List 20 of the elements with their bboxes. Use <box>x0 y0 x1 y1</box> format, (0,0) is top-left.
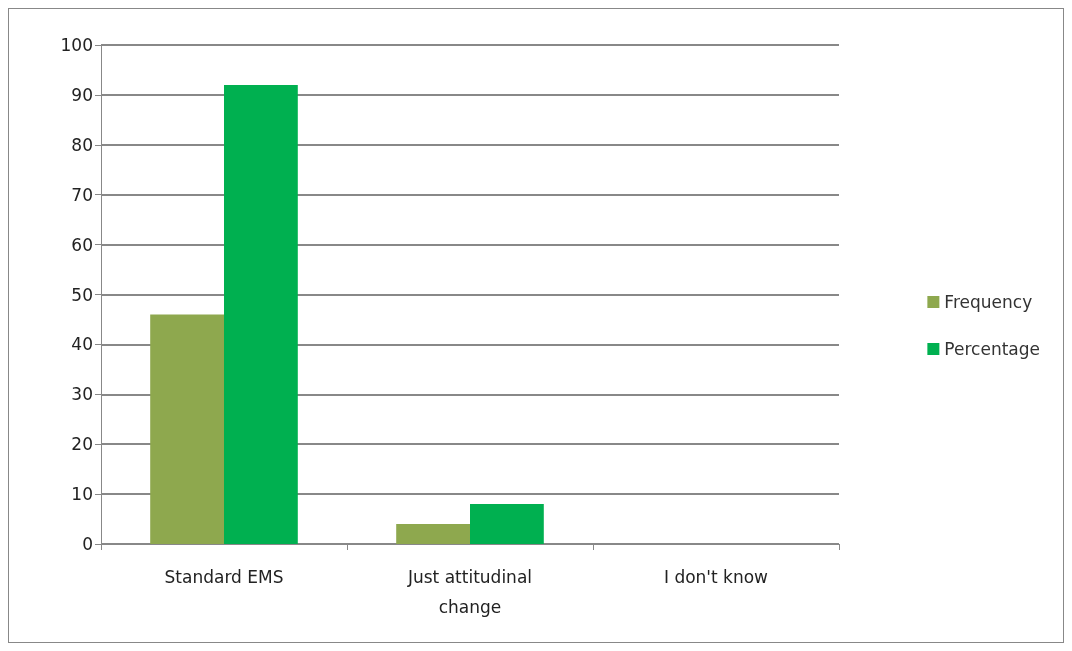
y-tick-label: 0 <box>82 534 93 554</box>
y-tick-label: 10 <box>71 484 93 505</box>
y-tick-label: 80 <box>71 134 93 155</box>
legend-label: Frequency <box>944 292 1033 312</box>
bar <box>396 524 470 544</box>
y-tick-label: 60 <box>71 234 93 255</box>
y-tick-label: 100 <box>60 35 93 55</box>
x-tick-label: I don't know <box>663 567 769 587</box>
y-tick-label: 90 <box>71 84 93 105</box>
bar <box>470 504 544 544</box>
y-tick-label: 70 <box>71 184 93 205</box>
bar <box>150 314 224 544</box>
y-tick-label: 20 <box>71 434 93 455</box>
legend-label: Percentage <box>944 339 1041 359</box>
x-tick-label: Standard EMS <box>164 567 284 587</box>
y-tick-label: 50 <box>71 284 93 305</box>
y-tick-label: 40 <box>71 334 93 355</box>
x-tick-label: Just attitudinal change <box>406 567 533 617</box>
y-tick-label: 30 <box>71 384 93 405</box>
bar <box>224 84 298 544</box>
